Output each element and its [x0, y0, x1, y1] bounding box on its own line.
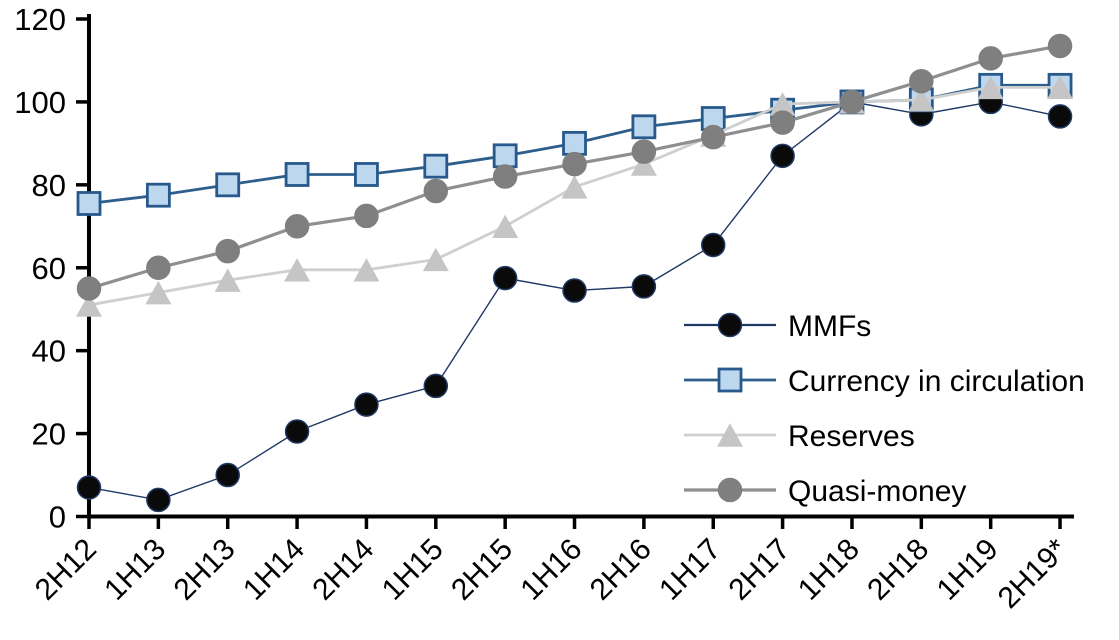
legend-marker-currency-in-circulation	[717, 367, 743, 393]
marker-mmfs	[562, 278, 587, 303]
legend-marker-quasi-money	[717, 477, 743, 503]
marker-currency-in-circulation	[145, 182, 171, 208]
y-tick-label: 40	[32, 334, 66, 369]
marker-currency-in-circulation	[215, 172, 241, 198]
marker-currency-in-circulation	[76, 191, 102, 216]
marker-reserves	[76, 293, 102, 317]
marker-quasi-money	[562, 151, 587, 177]
y-tick-label: 80	[32, 168, 66, 203]
series-quasi-money	[76, 33, 1073, 301]
marker-quasi-money	[909, 68, 934, 94]
x-tick-label: 2H13	[168, 533, 242, 607]
legend-label-mmfs: MMFs	[788, 310, 871, 343]
marker-reserves	[492, 214, 519, 238]
marker-reserves	[977, 75, 1004, 100]
marker-quasi-money	[839, 89, 865, 115]
marker-reserves	[353, 258, 380, 282]
marker-currency-in-circulation	[423, 153, 449, 179]
marker-mmfs	[492, 265, 518, 291]
marker-mmfs	[284, 419, 310, 444]
marker-quasi-money	[492, 164, 518, 189]
marker-mmfs	[215, 462, 240, 488]
legend-label-currency-in-circulation: Currency in circulation	[788, 365, 1085, 398]
marker-reserves	[769, 92, 796, 116]
legend: MMFs Currency in circulation Reserves Quasi…	[684, 310, 1085, 508]
marker-quasi-money	[700, 124, 726, 150]
marker-mmfs	[423, 373, 449, 399]
legend-label-quasi-money: Quasi-money	[788, 475, 966, 508]
marker-mmfs	[700, 232, 726, 258]
x-tick-label: 1H17	[653, 533, 727, 607]
marker-reserves	[422, 247, 449, 272]
y-tick-label: 60	[32, 251, 66, 286]
marker-currency-in-circulation	[492, 143, 518, 169]
marker-mmfs	[770, 143, 795, 169]
marker-quasi-money	[284, 214, 310, 239]
marker-mmfs	[76, 475, 102, 500]
legend-item-reserves: Reserves	[684, 420, 915, 453]
marker-currency-in-circulation	[631, 114, 657, 140]
marker-mmfs	[631, 274, 657, 299]
marker-quasi-money	[146, 255, 171, 280]
y-tick-label: 100	[14, 85, 66, 120]
marker-quasi-money	[770, 110, 795, 135]
marker-quasi-money	[631, 139, 657, 164]
marker-quasi-money	[978, 46, 1003, 71]
marker-quasi-money	[354, 203, 379, 229]
legend-label-reserves: Reserves	[788, 420, 915, 453]
marker-mmfs	[1047, 104, 1073, 129]
legend-marker-mmfs	[717, 312, 743, 338]
marker-quasi-money	[76, 276, 102, 301]
y-tick-label: 0	[49, 500, 66, 535]
y-tick-label: 120	[14, 2, 66, 37]
x-tick-label: 2H12	[29, 533, 103, 607]
x-tick-label: 1H18	[792, 533, 866, 607]
marker-reserves	[908, 88, 935, 112]
x-tick-label: 2H19*	[992, 532, 1075, 615]
marker-reserves	[214, 268, 241, 292]
x-tick-label: 2H14	[306, 533, 380, 607]
marker-reserves	[561, 175, 588, 199]
marker-reserves	[630, 152, 657, 176]
legend-item-currency-in-circulation: Currency in circulation	[684, 365, 1085, 398]
x-tick-label: 2H17	[723, 533, 797, 607]
legend-item-mmfs: MMFs	[684, 310, 871, 343]
y-tick-label: 20	[32, 417, 66, 452]
marker-quasi-money	[215, 238, 240, 264]
marker-mmfs	[146, 487, 171, 513]
x-tick-label: 1H13	[98, 533, 172, 607]
x-tick-label: 1H15	[376, 533, 450, 607]
marker-currency-in-circulation	[354, 162, 379, 187]
x-tick-label: 2H16	[584, 533, 658, 607]
marker-quasi-money	[1047, 33, 1073, 59]
x-tick-label: 1H14	[237, 533, 311, 607]
marker-reserves	[145, 280, 172, 305]
legend-marker-reserves	[717, 423, 743, 447]
marker-quasi-money	[423, 178, 449, 204]
x-tick-label: 2H18	[861, 533, 935, 607]
marker-mmfs	[354, 392, 379, 417]
legend-item-quasi-money: Quasi-money	[684, 475, 966, 508]
x-tick-label: 1H16	[514, 533, 588, 607]
marker-reserves	[1047, 75, 1074, 100]
marker-reserves	[284, 258, 311, 282]
marker-currency-in-circulation	[562, 130, 587, 156]
marker-currency-in-circulation	[284, 162, 310, 187]
x-tick-label: 2H15	[445, 533, 519, 607]
x-tick-label: 1H19	[931, 533, 1005, 607]
